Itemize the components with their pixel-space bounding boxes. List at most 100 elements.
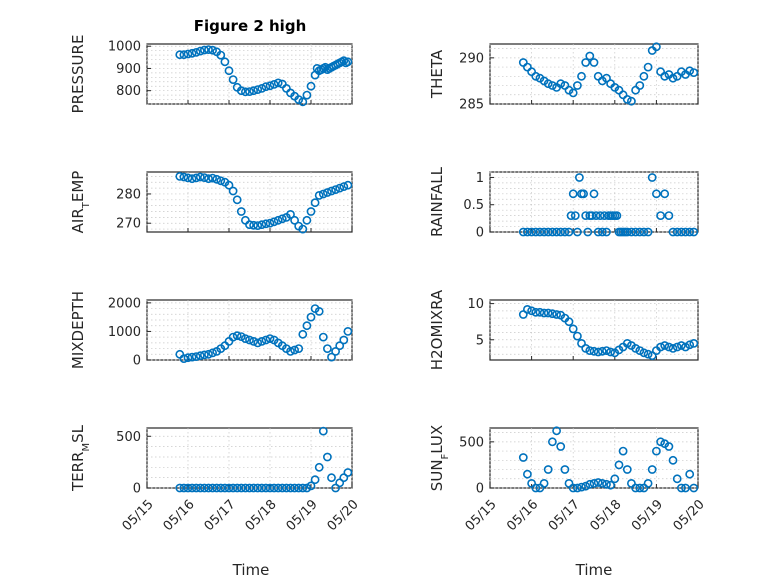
data-point (312, 64, 322, 73)
panel-bottom-left: 0 500 05/15 05/16 05/17 05/18 05/19 05/20 TERRMS… (69, 424, 362, 534)
data-point (298, 329, 308, 339)
data-point (689, 483, 699, 493)
data-point (245, 335, 254, 345)
data-point (236, 86, 246, 96)
data-point (575, 173, 584, 182)
data-point (261, 82, 271, 92)
data-point (566, 211, 576, 220)
data-point (587, 211, 597, 220)
y-tick-label: 280 (116, 187, 141, 202)
data-point (212, 174, 222, 184)
y-tick-label: 2000 (108, 296, 141, 311)
data-point (622, 95, 632, 104)
data-point (306, 312, 316, 322)
data-point (597, 478, 607, 488)
data-point (245, 87, 254, 96)
y-tick-label: 290 (459, 51, 484, 66)
data-point (343, 326, 353, 336)
y-tick-label: 285 (459, 98, 484, 113)
y-tick-label: 0 (133, 354, 141, 369)
data-point (175, 50, 185, 60)
data-point (294, 483, 304, 493)
data-point (175, 171, 185, 181)
data-point (343, 57, 353, 67)
data-point (306, 81, 316, 91)
data-point (612, 211, 622, 220)
x-tick-label: 05/18 (243, 497, 280, 534)
data-point (302, 90, 312, 100)
data-point (343, 468, 353, 477)
data-point (199, 483, 209, 493)
y-tick-label: 1000 (108, 325, 141, 340)
y-tick-label: 0.5 (463, 198, 484, 213)
x-axis-label-right: Time (575, 561, 613, 579)
data-point (199, 45, 209, 55)
data-point (652, 42, 661, 52)
data-point (273, 78, 283, 88)
data-point (573, 483, 582, 493)
data-point (183, 49, 193, 59)
data-point (643, 478, 653, 488)
data-point (560, 465, 570, 474)
data-point (191, 483, 201, 493)
data-point (257, 84, 267, 93)
data-point (548, 309, 557, 319)
data-point (539, 478, 549, 488)
data-point (232, 483, 242, 493)
data-point (585, 479, 595, 489)
data-point (539, 308, 549, 318)
data-point (689, 227, 699, 237)
data-point (286, 209, 295, 219)
data-point (585, 51, 595, 61)
data-point (179, 483, 189, 493)
data-point (265, 218, 275, 228)
data-point (302, 321, 312, 331)
data-point (327, 473, 336, 483)
data-point (314, 306, 324, 316)
panel-row3-right: 5 10 H2OMIXRA (428, 289, 699, 370)
data-point (249, 336, 258, 346)
data-point (265, 334, 275, 343)
data-point (195, 46, 205, 56)
x-tick-label: 05/19 (629, 497, 666, 534)
data-point (240, 334, 250, 343)
data-point (179, 50, 189, 60)
data-point (220, 483, 230, 493)
data-point (600, 211, 609, 220)
data-point (652, 189, 661, 199)
y-tick-label: 0 (133, 482, 141, 497)
data-point (257, 483, 267, 493)
data-point (681, 483, 690, 493)
axes-box (146, 427, 353, 489)
data-point (257, 220, 267, 230)
data-point (322, 344, 332, 353)
data-point (543, 227, 553, 237)
data-point (602, 479, 611, 489)
data-point (236, 207, 246, 216)
data-point (589, 346, 599, 356)
data-point (331, 483, 340, 493)
data-point (204, 483, 213, 493)
data-point (685, 227, 695, 237)
data-point (294, 344, 304, 353)
data-point (597, 346, 607, 356)
data-point (597, 227, 607, 237)
data-point (672, 342, 682, 352)
data-point (593, 347, 603, 357)
data-point (581, 211, 591, 220)
data-point (635, 483, 645, 493)
data-point (257, 336, 267, 346)
data-point (606, 347, 615, 357)
data-point (643, 62, 653, 72)
data-point (660, 341, 670, 350)
data-point (199, 173, 209, 182)
y-tick-label: 5 (476, 333, 484, 348)
data-point (191, 48, 201, 57)
panel-top-left: 800 900 1000 PRESSURE (69, 35, 353, 113)
y-tick-label: 0 (476, 482, 484, 497)
data-point (622, 465, 632, 474)
x-tick-label: 05/15 (463, 497, 500, 534)
data-point (343, 180, 353, 190)
data-point (265, 483, 275, 493)
data-point (339, 56, 349, 66)
